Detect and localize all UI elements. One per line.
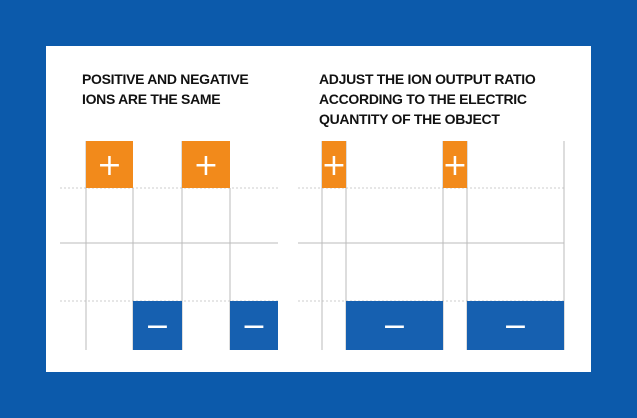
- left-negative-sign-2: −: [241, 309, 266, 344]
- right-positive-sign-1: +: [321, 148, 346, 183]
- right-panel-caption: ADJUST THE ION OUTPUT RATIO ACCORDING TO…: [319, 71, 536, 127]
- left-negative-pulse-2: [230, 301, 278, 350]
- left-negative-pulse-1: [133, 301, 182, 350]
- ion-ratio-diagram: + + − − + + − −: [60, 141, 565, 350]
- diagram-card: POSITIVE AND NEGATIVE IONS ARE THE SAME …: [46, 46, 591, 372]
- right-negative-pulse-2: [467, 301, 564, 350]
- right-positive-pulse-1: [322, 141, 346, 188]
- left-negative-sign-1: −: [145, 309, 170, 344]
- left-panel: + + − −: [60, 141, 278, 350]
- right-negative-sign-2: −: [503, 309, 528, 344]
- left-positive-pulse-1: [86, 141, 133, 188]
- left-positive-pulse-2: [182, 141, 230, 188]
- left-panel-caption: POSITIVE AND NEGATIVE IONS ARE THE SAME: [82, 71, 249, 107]
- right-positive-sign-2: +: [442, 148, 467, 183]
- left-positive-sign-1: +: [97, 148, 122, 183]
- right-negative-pulse-1: [346, 301, 443, 350]
- right-panel: + + − −: [298, 141, 565, 350]
- right-negative-sign-1: −: [382, 309, 407, 344]
- right-positive-pulse-2: [443, 141, 467, 188]
- left-positive-sign-2: +: [193, 148, 218, 183]
